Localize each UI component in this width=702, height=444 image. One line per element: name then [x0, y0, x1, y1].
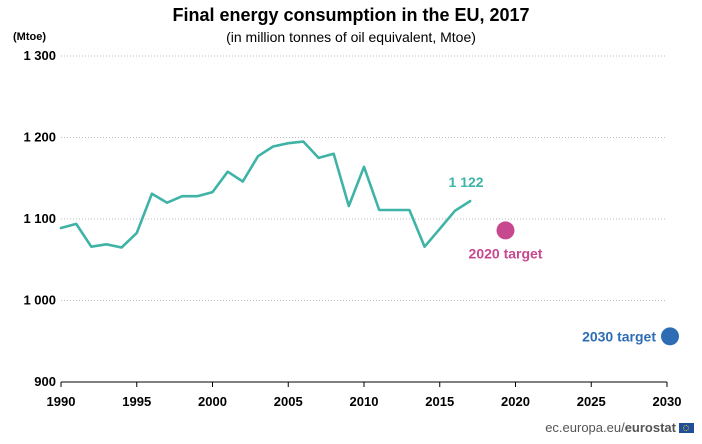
x-tick-labels: 1990 1995 2000 2005 2010 2015 2020 2025 2030	[47, 394, 682, 409]
x-tick-label: 2030	[653, 394, 682, 409]
series-line	[59, 140, 472, 249]
source-credit: ec.europa.eu/eurostat	[545, 420, 694, 435]
y-tick-label: 1 300	[23, 48, 56, 63]
source-prefix: ec.europa.eu/	[545, 420, 625, 435]
y-axis-unit-label: (Mtoe)	[13, 31, 46, 43]
y-tick-label: 1 100	[23, 211, 56, 226]
end-value-label: 1 122	[449, 174, 484, 190]
y-tick-label: 1 200	[23, 130, 56, 145]
y-tick-labels: 900 1 000 1 100 1 200 1 300	[23, 48, 56, 389]
target-marker	[496, 221, 515, 240]
x-tick-label: 2025	[577, 394, 606, 409]
gridlines	[60, 55, 668, 387]
x-tick-label: 2010	[350, 394, 379, 409]
chart-title: Final energy consumption in the EU, 2017	[172, 5, 530, 25]
x-tick-label: 2005	[274, 394, 303, 409]
x-tick-label: 2020	[501, 394, 530, 409]
y-tick-label: 1 000	[23, 293, 56, 308]
target-marker	[661, 327, 679, 346]
x-tick-label: 2015	[425, 394, 454, 409]
y-tick-label: 900	[34, 374, 56, 389]
target-label: 2020 target	[469, 245, 543, 261]
source-brand: eurostat	[624, 420, 676, 435]
x-tick-label: 1990	[47, 394, 76, 409]
plot-area: 1 122 2020 target 2030 target	[59, 140, 679, 346]
x-tick-label: 2000	[198, 394, 227, 409]
target-label: 2030 target	[582, 328, 656, 344]
eu-flag-icon	[679, 423, 694, 433]
x-tick-label: 1995	[122, 394, 151, 409]
chart-subtitle: (in million tonnes of oil equivalent, Mt…	[226, 29, 476, 45]
